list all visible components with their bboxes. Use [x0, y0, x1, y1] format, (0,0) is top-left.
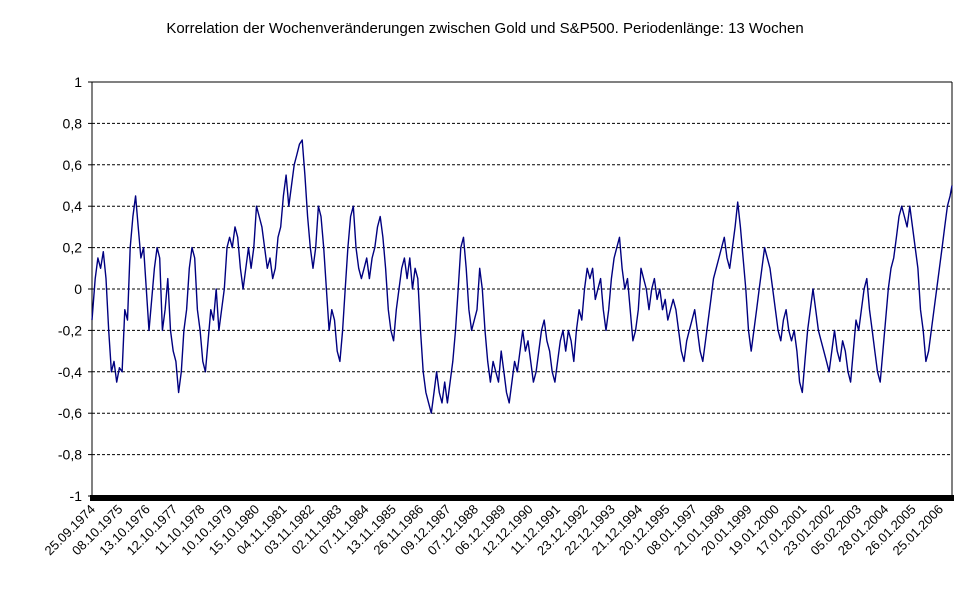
series-group: [91, 139, 953, 414]
y-tick-label: -0,8: [58, 447, 82, 463]
y-tick-label: 0,6: [63, 157, 83, 173]
y-tick-label: 1: [74, 74, 82, 90]
y-axis-ticks: -1 -0,8 -0,6 -0,4 -0,2 0 0,2 0,4 0,6 0,8 1: [58, 74, 82, 504]
x-axis-ticks: 25.09.197408.10.197513.10.197612.10.1977…: [41, 502, 946, 559]
y-tick-label: 0: [74, 281, 82, 297]
y-tick-label: -1: [70, 488, 83, 504]
axis-group: [88, 81, 954, 501]
y-tick-label: 0,4: [63, 198, 83, 214]
y-tick-label: -0,4: [58, 364, 82, 380]
y-tick-label: -0,2: [58, 322, 82, 338]
y-tick-label: 0,2: [63, 240, 83, 256]
y-tick-label: 0,8: [63, 115, 83, 131]
y-tick-label: -0,6: [58, 405, 82, 421]
x-axis-line: [90, 495, 954, 501]
series-line: [91, 139, 953, 414]
chart-title: Korrelation der Wochenveränderungen zwis…: [166, 20, 804, 37]
grid-lines: [92, 81, 952, 456]
